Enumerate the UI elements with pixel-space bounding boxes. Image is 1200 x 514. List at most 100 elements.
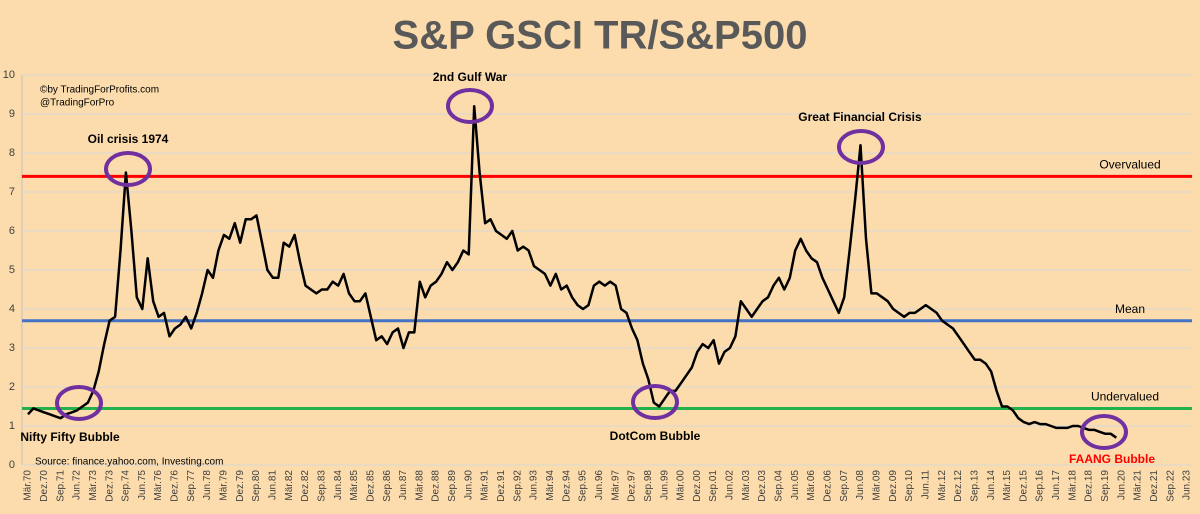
x-tick-label: Dez.76 bbox=[170, 470, 181, 502]
source: Source: finance.yahoo.com, Investing.com bbox=[35, 457, 223, 468]
x-tick-label: Sep.83 bbox=[316, 470, 327, 502]
x-tick-label: Jun.11 bbox=[920, 470, 931, 500]
x-tick-label: Jun.08 bbox=[855, 470, 866, 500]
x-tick-label: Dez.88 bbox=[431, 470, 442, 502]
x-tick-label: Jun.23 bbox=[1182, 470, 1193, 500]
x-tick-label: Jun.87 bbox=[398, 470, 409, 500]
annotation: Nifty Fifty Bubble bbox=[20, 430, 120, 444]
x-tick-label: Sep.01 bbox=[708, 470, 719, 502]
x-tick-label: Dez.79 bbox=[235, 470, 246, 502]
x-tick-label: Dez.94 bbox=[561, 470, 572, 502]
x-tick-label: Jun.81 bbox=[267, 470, 278, 500]
x-tick-label: Sep.86 bbox=[382, 470, 393, 502]
x-tick-label: Dez.82 bbox=[300, 470, 311, 502]
highlight-circle bbox=[446, 88, 494, 124]
y-tick-label: 0 bbox=[9, 459, 15, 471]
x-tick-label: Sep.98 bbox=[643, 470, 654, 502]
annotation: Oil crisis 1974 bbox=[88, 132, 169, 146]
x-tick-label: Sep.71 bbox=[55, 470, 66, 502]
y-tick-label: 3 bbox=[9, 342, 15, 354]
x-tick-label: Dez.09 bbox=[888, 470, 899, 502]
x-tick-label: Sep.89 bbox=[447, 470, 458, 502]
x-tick-label: Jun.02 bbox=[725, 470, 736, 500]
x-tick-label: Dez.85 bbox=[365, 470, 376, 502]
y-tick-label: 2 bbox=[9, 381, 15, 393]
highlight-circle bbox=[55, 385, 103, 421]
annotation: Great Financial Crisis bbox=[798, 110, 922, 124]
x-tick-label: Dez.97 bbox=[627, 470, 638, 502]
highlight-circle bbox=[104, 151, 152, 187]
y-tick-label: 8 bbox=[9, 147, 15, 159]
x-tick-label: Jun.93 bbox=[529, 470, 540, 500]
highlight-circle bbox=[837, 129, 885, 165]
x-tick-label: Sep.07 bbox=[839, 470, 850, 502]
x-tick-label: Mär.18 bbox=[1067, 470, 1078, 501]
x-tick-label: Mär.79 bbox=[219, 470, 230, 501]
credit: @TradingForPro bbox=[40, 98, 115, 109]
x-tick-label: Dez.73 bbox=[104, 470, 115, 502]
x-tick-label: Mär.94 bbox=[545, 470, 556, 501]
x-tick-label: Mär.00 bbox=[676, 470, 687, 501]
y-tick-label: 6 bbox=[9, 225, 15, 237]
reference-label: Mean bbox=[1115, 302, 1145, 316]
x-tick-label: Mär.12 bbox=[937, 470, 948, 501]
x-tick-label: Dez.70 bbox=[39, 470, 50, 502]
x-tick-label: Sep.74 bbox=[121, 470, 132, 502]
x-tick-label: Mär.91 bbox=[480, 470, 491, 501]
y-tick-label: 1 bbox=[9, 420, 15, 432]
x-tick-label: Mär.03 bbox=[741, 470, 752, 501]
x-tick-label: Mär.82 bbox=[284, 470, 295, 501]
x-tick-label: Dez.12 bbox=[953, 470, 964, 502]
highlight-circle bbox=[631, 384, 679, 420]
x-tick-label: Dez.18 bbox=[1084, 470, 1095, 502]
annotation: FAANG Bubble bbox=[1069, 452, 1155, 466]
annotation: DotCom Bubble bbox=[610, 429, 701, 443]
highlight-circle bbox=[1080, 414, 1128, 450]
x-tick-label: Dez.03 bbox=[757, 470, 768, 502]
x-tick-label: Dez.06 bbox=[823, 470, 834, 502]
x-tick-label: Sep.95 bbox=[578, 470, 589, 502]
x-tick-label: Jun.72 bbox=[72, 470, 83, 500]
x-tick-label: Sep.16 bbox=[1035, 470, 1046, 502]
x-tick-label: Jun.84 bbox=[333, 470, 344, 500]
x-tick-label: Jun.78 bbox=[202, 470, 213, 500]
x-tick-label: Jun.96 bbox=[594, 470, 605, 500]
x-tick-label: Jun.20 bbox=[1116, 470, 1127, 500]
y-tick-label: 9 bbox=[9, 108, 15, 120]
x-tick-label: Jun.90 bbox=[463, 470, 474, 500]
x-tick-label: Jun.14 bbox=[986, 470, 997, 500]
annotation: 2nd Gulf War bbox=[433, 70, 508, 84]
reference-label: Undervalued bbox=[1091, 390, 1159, 404]
x-tick-label: Jun.17 bbox=[1051, 470, 1062, 500]
x-tick-label: Mär.70 bbox=[23, 470, 34, 501]
reference-label: Overvalued bbox=[1099, 158, 1160, 172]
x-tick-label: Mär.97 bbox=[610, 470, 621, 501]
x-tick-label: Mär.15 bbox=[1002, 470, 1013, 501]
x-tick-label: Sep.04 bbox=[774, 470, 785, 502]
x-tick-label: Sep.92 bbox=[512, 470, 523, 502]
x-tick-label: Mär.73 bbox=[88, 470, 99, 501]
x-tick-label: Dez.91 bbox=[496, 470, 507, 502]
x-tick-label: Sep.22 bbox=[1165, 470, 1176, 502]
x-tick-label: Dez.21 bbox=[1149, 470, 1160, 502]
x-tick-label: Jun.99 bbox=[659, 470, 670, 500]
x-tick-label: Sep.10 bbox=[904, 470, 915, 502]
credit: ©by TradingForProfits.com bbox=[40, 85, 159, 96]
x-tick-label: Dez.15 bbox=[1018, 470, 1029, 502]
x-tick-label: Mär.76 bbox=[153, 470, 164, 501]
x-tick-label: Sep.77 bbox=[186, 470, 197, 502]
x-tick-label: Mär.06 bbox=[806, 470, 817, 501]
x-tick-label: Sep.13 bbox=[969, 470, 980, 502]
data-line bbox=[27, 104, 1118, 439]
y-tick-label: 10 bbox=[3, 69, 15, 81]
x-tick-label: Mär.85 bbox=[349, 470, 360, 501]
x-tick-label: Dez.00 bbox=[692, 470, 703, 502]
y-tick-label: 5 bbox=[9, 264, 15, 276]
x-tick-label: Mär.88 bbox=[414, 470, 425, 501]
x-tick-label: Sep.80 bbox=[251, 470, 262, 502]
x-tick-label: Jun.75 bbox=[137, 470, 148, 500]
y-tick-label: 4 bbox=[9, 303, 15, 315]
